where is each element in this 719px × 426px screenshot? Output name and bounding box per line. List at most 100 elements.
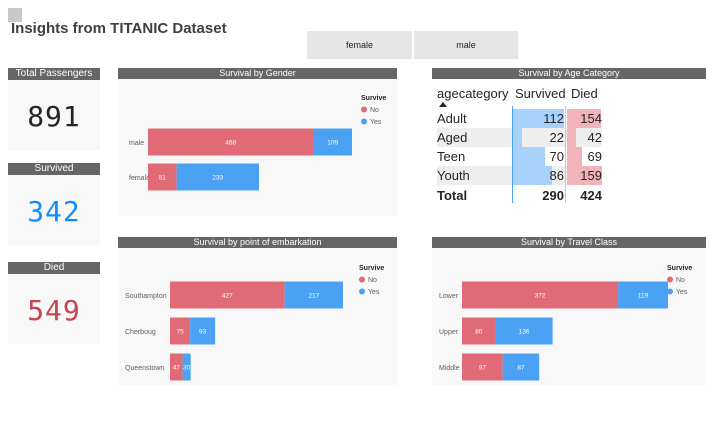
data-label: 75 (176, 329, 184, 336)
bar-no[interactable] (462, 317, 496, 345)
age-matrix[interactable]: agecategory Survived Died Adult 112 154 … (437, 82, 607, 206)
age-row-label: Youth (437, 168, 470, 183)
age-row-label: Teen (437, 149, 466, 164)
data-label: 217 (308, 293, 319, 300)
column-divider (512, 106, 513, 203)
category-label: Southampton (125, 293, 167, 300)
data-label: 47 (173, 365, 181, 372)
embarkation-bar-chart[interactable]: Survive No Yes Southampton 427 217 Cherboug 75 9… (118, 248, 397, 385)
legend-title: Survive (667, 265, 692, 272)
bar-yes[interactable] (284, 281, 343, 309)
age-total-survived: 290 (542, 188, 564, 203)
class-bar-chart[interactable]: Survive No Yes Lower 372 119 Upper 80 136 Middle 9… (432, 248, 706, 385)
bar-yes[interactable] (502, 353, 540, 381)
age-row-label: Adult (437, 111, 467, 126)
legend-yes-label[interactable]: Yes (370, 119, 382, 126)
age-row-survived: 86 (549, 168, 564, 183)
kpi-survived-value: 342 (27, 195, 81, 228)
data-label: 372 (535, 293, 546, 300)
category-label: Cherboug (125, 329, 156, 336)
age-col-header-died[interactable]: Died (571, 86, 598, 101)
bar-no[interactable] (148, 128, 314, 156)
age-table-card: Survival by Age Category agecategory Sur… (432, 68, 706, 208)
category-label: Middle (439, 365, 460, 372)
survived-databar (512, 128, 523, 147)
kpi-died-value: 549 (27, 294, 81, 327)
sort-ascending-icon[interactable] (439, 102, 447, 107)
data-label: 93 (199, 329, 207, 336)
gender-chart-card: Survival by Gender Survive No Yes male 468 10… (118, 68, 397, 216)
survived-databar (512, 109, 564, 128)
table-row[interactable]: Aged 22 42 (437, 128, 602, 147)
data-label: 427 (222, 293, 233, 300)
age-col-header-category[interactable]: agecategory (437, 86, 509, 101)
bar-no[interactable] (462, 281, 619, 309)
table-row[interactable]: Adult 112 154 (437, 109, 602, 128)
age-row-died: 159 (580, 168, 602, 183)
age-total-died: 424 (580, 188, 602, 203)
focus-mode-icon[interactable] (8, 8, 22, 22)
bar-no[interactable] (170, 281, 285, 309)
legend-title: Survive (361, 95, 386, 102)
bar-yes[interactable] (495, 317, 553, 345)
table-row[interactable]: Teen 70 69 (437, 147, 602, 166)
table-row[interactable]: Youth 86 159 (437, 166, 602, 185)
age-row-died: 69 (587, 149, 602, 164)
column-divider (565, 106, 566, 203)
data-label: 97 (479, 365, 487, 372)
legend-yes-marker (359, 288, 365, 295)
category-label: Lower (439, 293, 459, 300)
legend-yes-marker (361, 118, 367, 125)
embarkation-chart-card: Survival by point of embarkation Survive… (118, 237, 397, 385)
data-label: 87 (517, 365, 525, 372)
bar-yes[interactable] (618, 281, 668, 309)
legend-no-marker (667, 276, 673, 283)
class-chart-title: Survival by Travel Class (432, 237, 706, 248)
data-label: 81 (159, 175, 167, 182)
age-row-survived: 70 (549, 149, 564, 164)
total-row: Total 290 424 (437, 186, 602, 205)
kpi-card-died: Died 549 (8, 262, 100, 344)
page-title: Insights from TITANIC Dataset (11, 20, 227, 37)
age-row-died: 154 (580, 111, 602, 126)
data-label: 80 (475, 329, 483, 336)
data-label: 109 (327, 140, 338, 147)
kpi-survived-label: Survived (8, 163, 100, 175)
legend-no-label[interactable]: No (676, 277, 685, 284)
embarkation-chart-title: Survival by point of embarkation (118, 237, 397, 248)
bar-no[interactable] (170, 353, 183, 381)
legend-no-label[interactable]: No (370, 107, 379, 114)
bar-yes[interactable] (176, 163, 260, 191)
age-row-label: Aged (437, 130, 468, 145)
survived-databar (512, 166, 552, 185)
category-label: Queenstown (125, 365, 164, 372)
bar-yes[interactable] (313, 128, 352, 156)
age-col-header-survived[interactable]: Survived (515, 86, 566, 101)
bar-yes[interactable] (182, 353, 191, 381)
bar-no[interactable] (148, 163, 177, 191)
kpi-card-survived: Survived 342 (8, 163, 100, 245)
legend-yes-label[interactable]: Yes (676, 289, 688, 296)
legend-yes-label[interactable]: Yes (368, 289, 380, 296)
data-label: 30 (183, 365, 191, 372)
slicer-option-female[interactable]: female (307, 31, 412, 59)
legend-yes-marker (667, 288, 673, 295)
age-row-survived: 112 (543, 111, 564, 126)
slicer-option-male[interactable]: male (413, 31, 518, 59)
kpi-card-total: Total Passengers 891 (8, 68, 100, 150)
legend-no-marker (361, 106, 367, 113)
legend-title: Survive (359, 265, 384, 272)
bar-no[interactable] (462, 353, 503, 381)
died-databar (567, 109, 601, 128)
legend-no-label[interactable]: No (368, 277, 377, 284)
bar-yes[interactable] (190, 317, 216, 345)
data-label: 233 (212, 175, 223, 182)
bar-no[interactable] (170, 317, 191, 345)
age-table-header-row: agecategory Survived Died (437, 84, 602, 103)
category-label: Upper (439, 329, 459, 336)
data-label: 468 (225, 140, 236, 147)
gender-bar-chart[interactable]: Survive No Yes male 468 109 female 81 233 (118, 79, 397, 216)
gender-chart-title: Survival by Gender (118, 68, 397, 79)
age-table-title: Survival by Age Category (432, 68, 706, 79)
kpi-total-label: Total Passengers (8, 68, 100, 80)
